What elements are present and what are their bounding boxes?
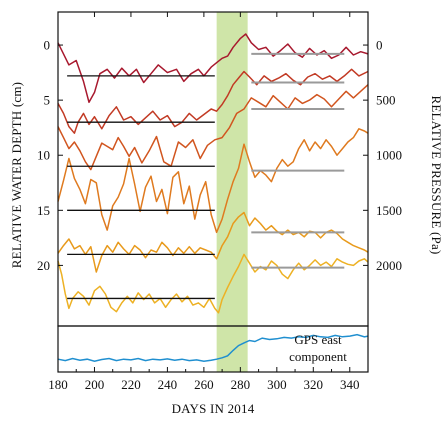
gps-line (57, 333, 369, 362)
series-line-2 (57, 68, 369, 134)
y-right-tick-label: 1000 (376, 148, 402, 163)
gps-label-line1: GPS east (294, 332, 342, 347)
tick-layer: 180 200 220 240 260 280 300 320 3400510152005001… (37, 12, 402, 392)
x-tick-label: 320 (304, 377, 324, 392)
shaded-interval-layer (216, 12, 248, 372)
series-line-3 (57, 84, 369, 171)
y-left-tick-label: 10 (37, 148, 50, 163)
series-line-6 (57, 253, 369, 314)
y-right-tick-label: 1500 (376, 203, 402, 218)
y-left-tick-label: 0 (44, 38, 51, 53)
shaded-interval (216, 12, 248, 372)
y-axis-right-title: RELATIVE PRESSURE (Pa) (429, 96, 444, 255)
x-axis-title: DAYS IN 2014 (172, 401, 255, 416)
y-left-tick-label: 5 (44, 93, 51, 108)
main-plot-frame (57, 11, 369, 327)
gps-plot-frame (57, 325, 369, 373)
x-tick-label: 240 (158, 377, 178, 392)
series-line-4 (57, 128, 369, 234)
gps-label-line2: component (289, 349, 347, 364)
series-line-1 (57, 33, 369, 104)
x-tick-label: 200 (85, 377, 105, 392)
y-right-tick-label: 0 (376, 38, 383, 53)
gps-layer (57, 333, 369, 362)
x-tick-label: 220 (121, 377, 141, 392)
y-left-tick-label: 20 (37, 258, 50, 273)
series-line-5 (57, 211, 369, 273)
x-tick-label: 300 (267, 377, 287, 392)
y-left-tick-label: 15 (37, 203, 50, 218)
baseline-layer (67, 52, 345, 300)
x-tick-label: 280 (231, 377, 251, 392)
x-tick-label: 180 (48, 377, 68, 392)
y-right-tick-label: 2000 (376, 258, 402, 273)
y-axis-left-title: RELATIVE WATER DEPTH (cm) (9, 82, 24, 268)
series-layer (57, 33, 369, 314)
y-right-tick-label: 500 (376, 93, 396, 108)
x-tick-label: 340 (340, 377, 360, 392)
x-tick-label: 260 (194, 377, 214, 392)
